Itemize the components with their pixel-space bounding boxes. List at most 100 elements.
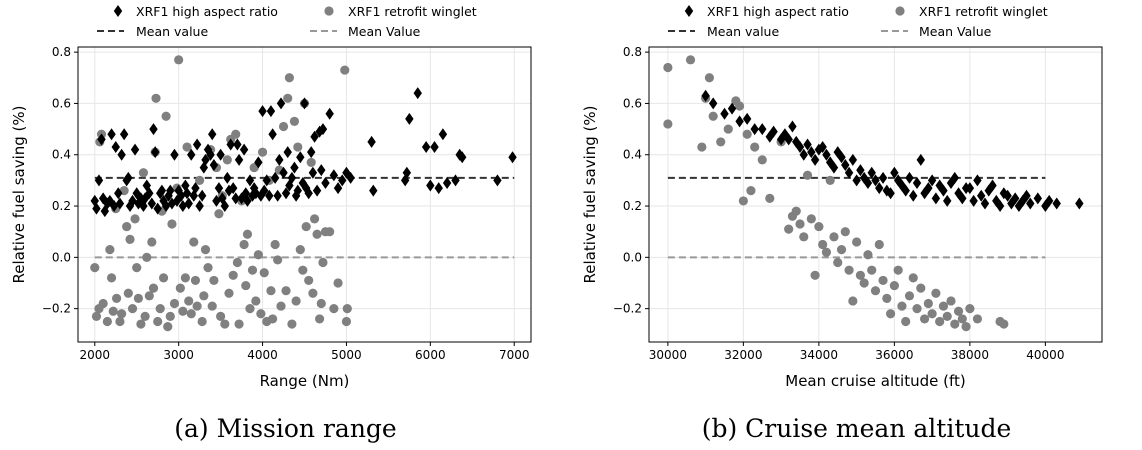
x-tick-label: 4000 bbox=[247, 348, 278, 362]
point-winglet bbox=[859, 278, 869, 288]
point-winglet bbox=[919, 314, 930, 324]
point-high-aspect bbox=[735, 115, 744, 128]
point-high-aspect bbox=[150, 146, 160, 159]
point-high-aspect bbox=[508, 151, 517, 164]
point-winglet bbox=[174, 55, 184, 65]
point-high-aspect bbox=[829, 161, 839, 174]
point-winglet bbox=[284, 73, 294, 83]
y-tick-label: 0.0 bbox=[623, 250, 642, 264]
point-winglet bbox=[108, 306, 118, 316]
legend-marker-high-aspect bbox=[684, 5, 694, 17]
point-winglet bbox=[144, 291, 154, 301]
point-high-aspect bbox=[988, 179, 997, 192]
point-high-aspect bbox=[310, 130, 319, 143]
point-winglet bbox=[214, 209, 224, 219]
point-high-aspect bbox=[1022, 189, 1031, 202]
point-high-aspect bbox=[438, 128, 448, 141]
point-high-aspect bbox=[145, 187, 154, 200]
point-winglet bbox=[247, 265, 258, 275]
point-winglet bbox=[289, 116, 300, 126]
point-high-aspect bbox=[837, 151, 846, 164]
point-winglet bbox=[738, 196, 748, 206]
point-winglet bbox=[125, 234, 135, 244]
point-winglet bbox=[942, 311, 952, 321]
point-high-aspect bbox=[434, 182, 443, 195]
x-tick-label: 40000 bbox=[1026, 348, 1064, 362]
point-high-aspect bbox=[405, 112, 414, 125]
point-high-aspect bbox=[312, 184, 322, 197]
point-high-aspect bbox=[329, 169, 339, 182]
point-winglet bbox=[161, 111, 171, 121]
chart-range: 2000 3000 4000 5000 6000 7000 −0.2 0.0 0.2 0.4 0.6… bbox=[10, 4, 532, 390]
point-high-aspect bbox=[430, 141, 439, 154]
point-winglet bbox=[904, 291, 915, 301]
point-winglet bbox=[117, 309, 127, 319]
point-high-aspect bbox=[234, 153, 244, 166]
point-winglet bbox=[704, 73, 714, 83]
point-high-aspect bbox=[980, 197, 990, 210]
plot-frame bbox=[77, 46, 532, 343]
point-high-aspect bbox=[369, 184, 378, 197]
point-winglet bbox=[182, 142, 192, 152]
point-high-aspect bbox=[209, 159, 219, 171]
point-winglet bbox=[291, 296, 301, 306]
point-winglet bbox=[340, 65, 350, 75]
point-high-aspect bbox=[239, 143, 249, 156]
x-tick-label: 2000 bbox=[80, 348, 111, 362]
point-winglet bbox=[190, 275, 201, 286]
point-winglet bbox=[708, 111, 718, 121]
point-winglet bbox=[931, 288, 941, 298]
point-high-aspect bbox=[197, 189, 207, 202]
point-high-aspect bbox=[273, 189, 282, 202]
point-high-aspect bbox=[848, 153, 858, 166]
point-winglet bbox=[791, 206, 801, 216]
point-high-aspect bbox=[233, 138, 242, 151]
chart-altitude: 30000 32000 34000 36000 38000 40000 −0.2 0.0 0.2… bbox=[581, 4, 1103, 390]
point-winglet bbox=[814, 221, 824, 232]
point-winglet bbox=[315, 314, 325, 324]
point-high-aspect bbox=[927, 174, 937, 187]
x-tick-label: 7000 bbox=[499, 348, 530, 362]
point-winglet bbox=[234, 319, 244, 329]
point-winglet bbox=[829, 232, 839, 242]
x-tick-label: 36000 bbox=[875, 348, 913, 362]
point-winglet bbox=[184, 296, 194, 306]
point-winglet bbox=[192, 301, 202, 311]
point-winglet bbox=[870, 286, 881, 296]
point-high-aspect bbox=[187, 148, 196, 161]
point-winglet bbox=[908, 273, 918, 283]
point-winglet bbox=[122, 221, 132, 232]
point-winglet bbox=[222, 155, 232, 165]
point-winglet bbox=[965, 304, 975, 314]
point-high-aspect bbox=[886, 187, 895, 200]
point-winglet bbox=[757, 155, 767, 165]
point-high-aspect bbox=[191, 182, 200, 195]
point-winglet bbox=[180, 273, 190, 283]
y-tick-label: 0.6 bbox=[623, 96, 642, 110]
point-winglet bbox=[723, 124, 733, 134]
point-winglet bbox=[133, 293, 143, 303]
point-high-aspect bbox=[413, 87, 422, 100]
point-winglet bbox=[316, 298, 326, 309]
point-winglet bbox=[318, 257, 328, 268]
point-winglet bbox=[278, 121, 289, 132]
point-winglet bbox=[946, 296, 956, 306]
point-high-aspect bbox=[999, 187, 1009, 200]
point-winglet bbox=[784, 224, 794, 234]
point-winglet bbox=[228, 270, 238, 280]
point-winglet bbox=[840, 227, 850, 237]
point-high-aspect bbox=[260, 184, 269, 197]
legend-label-winglet: XRF1 retrofit winglet bbox=[919, 4, 1048, 19]
point-high-aspect bbox=[111, 141, 120, 154]
point-winglet bbox=[266, 286, 276, 296]
legend-label-mean-winglet: Mean Value bbox=[919, 24, 992, 39]
point-winglet bbox=[950, 319, 960, 329]
point-high-aspect bbox=[216, 148, 225, 161]
point-high-aspect bbox=[867, 166, 876, 179]
point-winglet bbox=[878, 275, 888, 286]
point-high-aspect bbox=[458, 151, 467, 164]
plot-frame bbox=[648, 46, 1103, 343]
y-tick-label: 0.4 bbox=[52, 148, 71, 162]
point-winglet bbox=[844, 265, 854, 275]
point-winglet bbox=[153, 316, 163, 327]
